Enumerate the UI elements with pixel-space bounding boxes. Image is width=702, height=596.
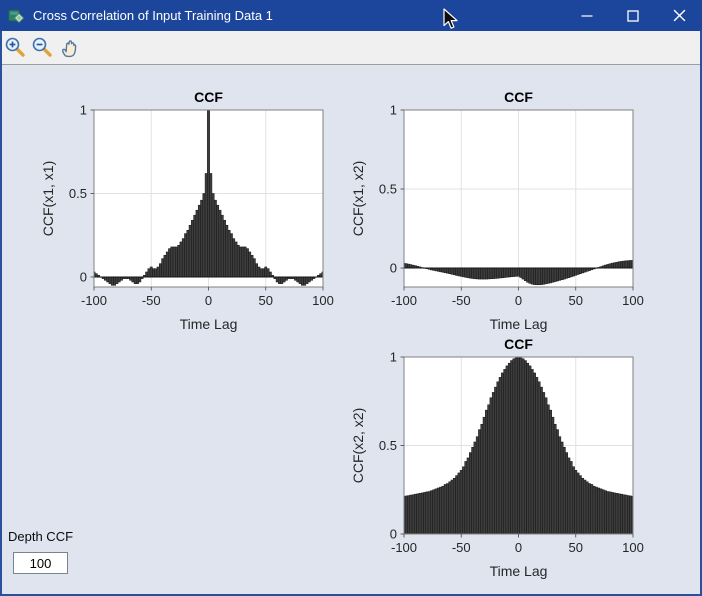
svg-text:0: 0 (205, 293, 212, 308)
ccf-plot-x1-x2[interactable]: -100 -50 0 50 100 0 0.5 1 CCF Time Lag CCF(x1, x2) (350, 82, 650, 337)
svg-text:0: 0 (515, 540, 522, 555)
app-icon (8, 9, 25, 23)
svg-text:Time Lag: Time Lag (180, 316, 238, 332)
svg-text:-50: -50 (452, 540, 471, 555)
zoom-in-icon (5, 37, 25, 57)
depth-ccf-label: Depth CCF (8, 529, 74, 544)
depth-ccf-input[interactable] (13, 552, 68, 574)
ccf-plot-x1-x1[interactable]: -100 -50 0 50 100 0 0.5 1 CCF Time Lag CCF(x1, x1) (40, 82, 340, 337)
svg-text:0.5: 0.5 (379, 182, 397, 197)
zoom-out-button[interactable] (29, 34, 55, 60)
svg-text:CCF: CCF (194, 89, 223, 105)
window-title: Cross Correlation of Input Training Data… (33, 8, 273, 23)
svg-text:-100: -100 (81, 293, 107, 308)
zoom-out-icon (32, 37, 52, 57)
svg-text:-100: -100 (391, 293, 417, 308)
svg-text:0: 0 (80, 269, 87, 284)
maximize-button[interactable] (610, 0, 656, 31)
svg-text:100: 100 (622, 540, 644, 555)
minimize-button[interactable] (564, 0, 610, 31)
close-icon (673, 9, 685, 22)
svg-text:0: 0 (390, 527, 397, 542)
svg-text:Time Lag: Time Lag (490, 563, 548, 579)
svg-text:-50: -50 (142, 293, 161, 308)
svg-text:100: 100 (622, 293, 644, 308)
svg-text:1: 1 (390, 350, 397, 365)
titlebar[interactable]: Cross Correlation of Input Training Data… (0, 0, 702, 31)
svg-text:-100: -100 (391, 540, 417, 555)
svg-text:0.5: 0.5 (379, 438, 397, 453)
svg-text:0.5: 0.5 (69, 186, 87, 201)
svg-text:50: 50 (569, 540, 583, 555)
svg-text:100: 100 (312, 293, 334, 308)
svg-text:0: 0 (515, 293, 522, 308)
close-button[interactable] (656, 0, 702, 31)
ccf-plot-x2-x2[interactable]: -100 -50 0 50 100 0 0.5 1 CCF Time Lag CCF(x2, x2) (350, 329, 650, 584)
maximize-icon (627, 9, 639, 22)
svg-text:CCF: CCF (504, 336, 533, 352)
svg-text:CCF(x1, x2): CCF(x1, x2) (350, 161, 366, 236)
pan-button[interactable] (57, 34, 83, 60)
svg-text:50: 50 (569, 293, 583, 308)
svg-text:1: 1 (390, 103, 397, 118)
zoom-in-button[interactable] (2, 34, 28, 60)
svg-text:50: 50 (259, 293, 273, 308)
minimize-icon (581, 14, 593, 17)
svg-text:CCF(x1, x1): CCF(x1, x1) (40, 161, 56, 236)
pan-hand-icon (61, 39, 76, 57)
svg-text:-50: -50 (452, 293, 471, 308)
svg-text:CCF: CCF (504, 89, 533, 105)
window-controls (564, 0, 702, 31)
svg-text:1: 1 (80, 103, 87, 118)
svg-text:CCF(x2, x2): CCF(x2, x2) (350, 408, 366, 483)
svg-text:Time Lag: Time Lag (490, 316, 548, 332)
svg-text:0: 0 (390, 261, 397, 276)
toolbar (0, 31, 702, 65)
